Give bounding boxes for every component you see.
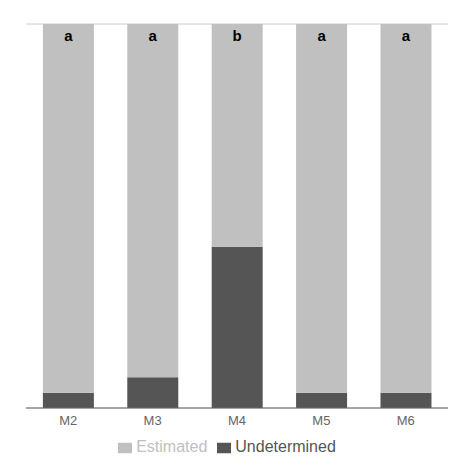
svg-text:M6: M6 bbox=[397, 413, 415, 428]
svg-text:a: a bbox=[149, 27, 158, 44]
svg-text:M4: M4 bbox=[228, 413, 246, 428]
svg-text:M5: M5 bbox=[312, 413, 330, 428]
html-text:Undetermined: Undetermined bbox=[235, 438, 336, 455]
svg-text:M2: M2 bbox=[59, 413, 77, 428]
svg-text:a: a bbox=[317, 27, 326, 44]
svg-text:a: a bbox=[402, 27, 411, 44]
svg-text:a: a bbox=[64, 27, 73, 44]
svg-text:b: b bbox=[233, 27, 242, 44]
html-text:Estimated: Estimated bbox=[136, 438, 208, 455]
svg-text:M3: M3 bbox=[144, 413, 162, 428]
